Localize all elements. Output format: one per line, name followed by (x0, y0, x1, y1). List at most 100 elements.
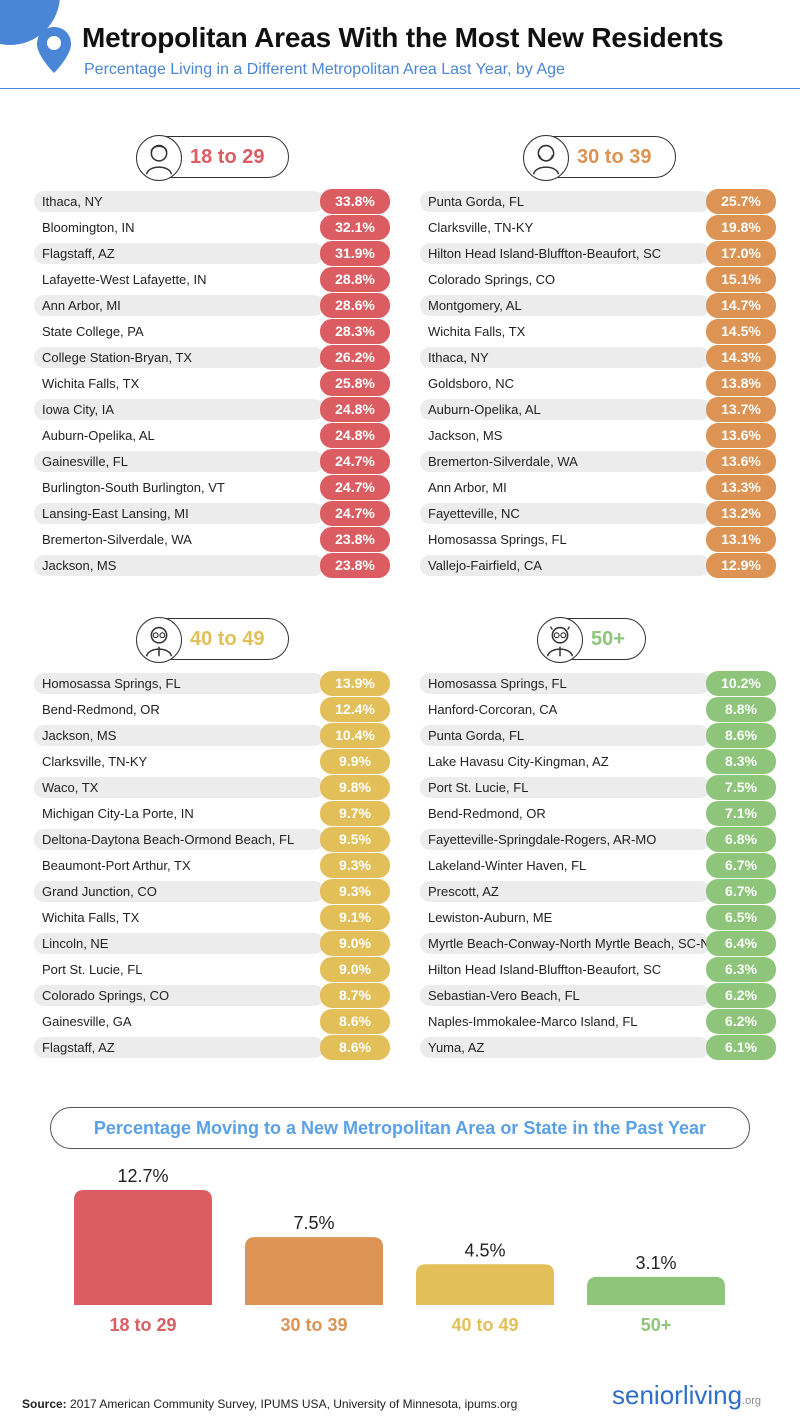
row-background (34, 1037, 324, 1058)
row-background (420, 243, 710, 264)
metro-name: Vallejo-Fairfield, CA (428, 558, 542, 573)
list-item: Iowa City, IA 24.8% (34, 396, 390, 422)
list-item: Prescott, AZ 6.7% (420, 878, 776, 904)
list-item: Homosassa Springs, FL 13.9% (34, 670, 390, 696)
row-background (420, 803, 710, 824)
bar-category-label: 18 to 29 (109, 1315, 176, 1335)
metro-name: Burlington-South Burlington, VT (42, 480, 225, 495)
percentage-pill: 7.5% (706, 775, 776, 800)
percentage-pill: 6.3% (706, 957, 776, 982)
percentage-pill: 28.6% (320, 293, 390, 318)
list-item: Wichita Falls, TX 25.8% (34, 370, 390, 396)
list-item: Yuma, AZ 6.1% (420, 1034, 776, 1060)
glasses-adult-avatar-icon (136, 617, 182, 663)
row-background (34, 217, 324, 238)
percentage-pill: 9.3% (320, 853, 390, 878)
metro-name: Ithaca, NY (42, 194, 103, 209)
row-background (420, 555, 710, 576)
percentage-pill: 8.7% (320, 983, 390, 1008)
list-item: State College, PA 28.3% (34, 318, 390, 344)
percentage-pill: 10.2% (706, 671, 776, 696)
page-subtitle: Percentage Living in a Different Metropo… (84, 61, 565, 78)
row-background (420, 347, 710, 368)
senior-avatar-icon (537, 617, 583, 663)
metro-name: Fayetteville-Springdale-Rogers, AR-MO (428, 832, 657, 847)
source-note: Source: 2017 American Community Survey, … (22, 1397, 517, 1411)
metro-name: Ithaca, NY (428, 350, 489, 365)
percentage-pill: 7.1% (706, 801, 776, 826)
percentage-pill: 26.2% (320, 345, 390, 370)
bar-3 (587, 1276, 725, 1305)
header-divider (0, 88, 800, 89)
row-background (34, 1011, 324, 1032)
metro-name: Goldsboro, NC (428, 376, 514, 391)
percentage-pill: 19.8% (706, 215, 776, 240)
list-item: Port St. Lucie, FL 7.5% (420, 774, 776, 800)
percentage-pill: 23.8% (320, 553, 390, 578)
metro-name: Michigan City-La Porte, IN (42, 806, 194, 821)
percentage-pill: 9.7% (320, 801, 390, 826)
row-background (420, 399, 710, 420)
bar-0 (74, 1190, 212, 1305)
percentage-pill: 9.0% (320, 957, 390, 982)
percentage-pill: 25.8% (320, 371, 390, 396)
metro-name: Homosassa Springs, FL (42, 676, 181, 691)
location-pin-icon (37, 27, 71, 73)
percentage-pill: 14.7% (706, 293, 776, 318)
percentage-pill: 14.5% (706, 319, 776, 344)
list-item: Fayetteville, NC 13.2% (420, 500, 776, 526)
metro-name: Flagstaff, AZ (42, 246, 115, 261)
row-background (34, 855, 324, 876)
row-background (420, 985, 710, 1006)
metro-name: Colorado Springs, CO (428, 272, 556, 287)
row-background (420, 959, 710, 980)
list-item: Fayetteville-Springdale-Rogers, AR-MO 6.8… (420, 826, 776, 852)
age-badge-label: 50+ (591, 628, 625, 650)
age-badge: 50+ (537, 617, 646, 663)
list-item: Grand Junction, CO 9.3% (34, 878, 390, 904)
list-item: Lansing-East Lansing, MI 24.7% (34, 500, 390, 526)
percentage-pill: 24.8% (320, 423, 390, 448)
list-item: Bloomington, IN 32.1% (34, 214, 390, 240)
metro-name: Beaumont-Port Arthur, TX (42, 858, 191, 873)
metro-name: Myrtle Beach-Conway-North Myrtle Beach, … (428, 936, 720, 951)
percentage-pill: 6.5% (706, 905, 776, 930)
row-background (34, 777, 324, 798)
metro-name: Bend-Redmond, OR (428, 806, 546, 821)
row-background (34, 295, 324, 316)
row-background (420, 191, 710, 212)
percentage-pill: 9.1% (320, 905, 390, 930)
bearded-adult-avatar-icon (523, 135, 569, 181)
percentage-pill: 9.8% (320, 775, 390, 800)
list-item: Sebastian-Vero Beach, FL 6.2% (420, 982, 776, 1008)
row-background (420, 295, 710, 316)
metro-name: State College, PA (42, 324, 144, 339)
percentage-pill: 8.8% (706, 697, 776, 722)
row-background (34, 373, 324, 394)
logo-text: seniorliving (612, 1380, 743, 1410)
row-background (420, 425, 710, 446)
percentage-pill: 15.1% (706, 267, 776, 292)
percentage-pill: 9.3% (320, 879, 390, 904)
row-background (34, 425, 324, 446)
percentage-pill: 13.1% (706, 527, 776, 552)
percentage-pill: 9.5% (320, 827, 390, 852)
row-background (420, 1011, 710, 1032)
metro-name: Bloomington, IN (42, 220, 135, 235)
metro-name: Lakeland-Winter Haven, FL (428, 858, 587, 873)
percentage-pill: 23.8% (320, 527, 390, 552)
list-item: Gainesville, GA 8.6% (34, 1008, 390, 1034)
page-title: Metropolitan Areas With the Most New Res… (82, 22, 724, 53)
percentage-pill: 13.6% (706, 423, 776, 448)
summary-chart-title-box: Percentage Moving to a New Metropolitan … (50, 1107, 750, 1149)
age-badge: 18 to 29 (136, 135, 289, 181)
source-label: Source: (22, 1397, 67, 1411)
metro-name: Sebastian-Vero Beach, FL (428, 988, 580, 1003)
percentage-pill: 13.8% (706, 371, 776, 396)
metro-name: Iowa City, IA (42, 402, 115, 417)
metro-name: Bend-Redmond, OR (42, 702, 160, 717)
list-item: Ithaca, NY 33.8% (34, 188, 390, 214)
list-item: Gainesville, FL 24.7% (34, 448, 390, 474)
percentage-pill: 6.2% (706, 1009, 776, 1034)
row-background (34, 347, 324, 368)
